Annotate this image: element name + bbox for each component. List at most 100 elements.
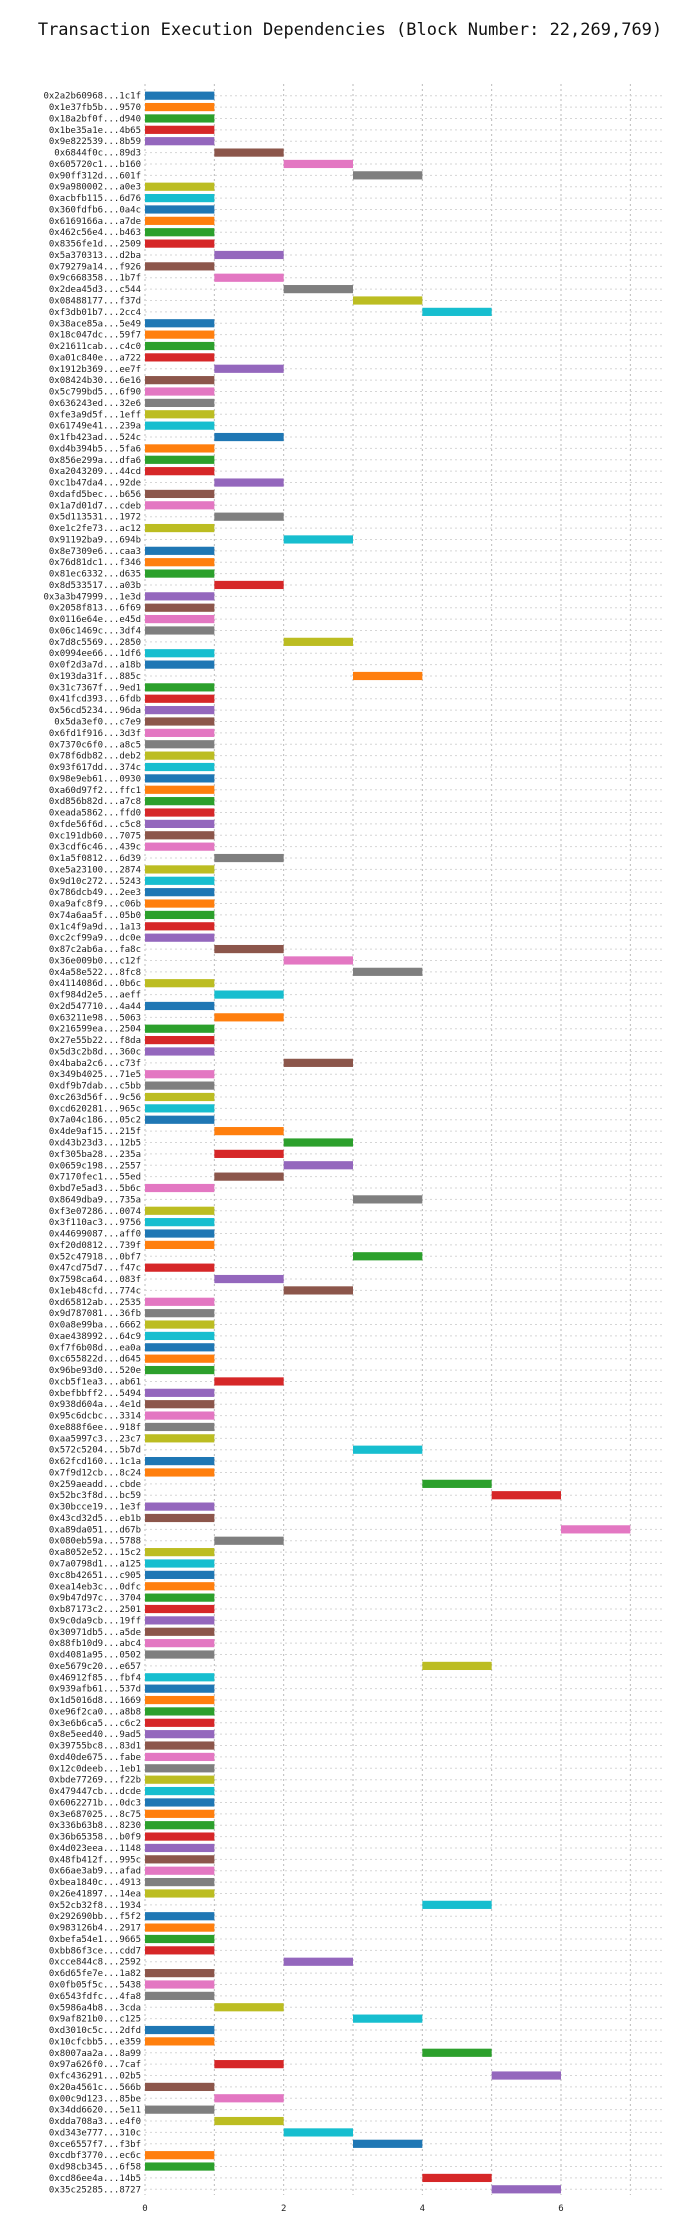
tx-label: 0x3cdf6c46...439c (49, 843, 141, 853)
tx-label: 0x08488177...f37d (49, 297, 141, 307)
tx-bar (145, 1832, 215, 1841)
tx-label: 0xc2cf99a9...dc0e (49, 934, 141, 944)
tx-label: 0xce6557f7...f3bf (49, 2140, 141, 2150)
tx-bar (145, 1388, 215, 1397)
tx-bar (145, 330, 215, 339)
tx-label: 0x5a370313...d2ba (49, 251, 141, 261)
tx-bar (145, 1411, 215, 1420)
tx-bar (145, 1001, 215, 1011)
tx-label: 0x1be35a1e...4b65 (49, 126, 141, 136)
tx-label: 0x52c47918...0bf7 (49, 1252, 141, 1262)
tx-label: 0x7a04c186...05c2 (49, 1116, 141, 1126)
tx-bar (353, 1445, 423, 1454)
tx-bar (214, 1536, 284, 1545)
tx-bar (145, 569, 215, 578)
tx-bar (353, 671, 423, 681)
tx-bar (145, 1775, 215, 1784)
tx-bar (145, 1923, 215, 1932)
tx-label: 0x97a626f0...7caf (49, 2060, 141, 2070)
tx-label: 0xdda708a3...e4f0 (49, 2117, 141, 2127)
tx-bar (145, 2082, 215, 2092)
tx-bar (145, 1946, 215, 1955)
tx-bar (214, 1274, 284, 1284)
tx-label: 0x1912b369...ee7f (49, 365, 141, 375)
tx-label: 0x983126b4...2917 (49, 1924, 141, 1934)
tx-label: 0x0116e64e...e45d (49, 615, 141, 625)
tx-bar (422, 1479, 492, 1488)
tx-label: 0xf20d0812...739f (49, 1241, 141, 1251)
tx-label: 0xc1b47da4...92de (49, 479, 141, 489)
tx-bar (145, 1070, 215, 1079)
tx-label: 0xa01c840e...a722 (49, 353, 141, 363)
tx-bar (145, 1786, 215, 1796)
tx-label: 0xbefa54e1...9665 (49, 1935, 141, 1945)
tx-label: 0x0659c198...2557 (49, 1161, 141, 1171)
tx-label: 0xa9afc8f9...c06b (49, 900, 141, 910)
tx-label: 0x1e37fb5b...9570 (49, 103, 141, 113)
tx-bar (145, 1115, 215, 1124)
tx-label: 0xbb86f3ce...cdd7 (49, 1946, 141, 1956)
tx-label: 0x4baba2c6...c73f (49, 1059, 141, 1069)
tx-bar (145, 1866, 215, 1875)
tx-label: 0x31c7367f...9ed1 (49, 683, 141, 693)
tx-label: 0xe5679c20...e657 (49, 1662, 141, 1672)
tx-bar (145, 2105, 215, 2114)
tx-bar (145, 1821, 215, 1830)
tx-label: 0x7170fec1...55ed (49, 1173, 141, 1183)
x-tick-label: 2 (281, 2204, 286, 2214)
tx-bar (145, 1991, 215, 2000)
tx-bar (491, 2185, 561, 2194)
tx-label: 0xa89da051...d67b (49, 1525, 141, 1535)
tx-label: 0x26e41897...14ea (49, 1889, 141, 1899)
bar-layer (145, 91, 631, 2194)
tx-bar (145, 1559, 215, 1568)
tx-bar (145, 785, 215, 794)
tx-bar (283, 1161, 353, 1170)
tx-bar (145, 774, 215, 783)
tx-bar (145, 523, 215, 533)
tx-bar (145, 1343, 215, 1352)
tx-bar (145, 1092, 215, 1102)
tx-label: 0xeada5862...ffd0 (49, 809, 141, 819)
tx-bar (145, 421, 215, 430)
tx-bar (145, 558, 215, 567)
tx-label: 0x91192ba9...694b (49, 535, 141, 545)
tx-label: 0x52bc3f8d...bc59 (49, 1491, 141, 1501)
tx-label: 0x2d547710...4a44 (49, 1002, 141, 1012)
tx-bar (214, 1377, 284, 1386)
tx-label: 0x47cd75d7...f47c (49, 1264, 141, 1274)
tx-bar (145, 842, 215, 851)
tx-label: 0x572c5204...5b7d (49, 1446, 141, 1456)
tx-bar (145, 910, 215, 920)
tx-bar (145, 319, 215, 328)
tx-bar (145, 1309, 215, 1318)
tx-bar (145, 2037, 215, 2046)
tx-bar (145, 603, 215, 612)
tx-label: 0x6169166a...a7de (49, 217, 141, 227)
tx-label: 0x9c668358...1b7f (49, 274, 141, 284)
tx-bar (145, 1764, 215, 1773)
tx-bar (422, 1900, 492, 1909)
tx-label: 0x41fcd393...6fdb (49, 695, 141, 705)
tx-label: 0xcb5f1ea3...ab61 (49, 1377, 141, 1387)
tx-label: 0x08424b30...6e16 (49, 376, 141, 386)
tx-bar (145, 1616, 215, 1625)
tx-bar (214, 1149, 284, 1158)
tx-bar (145, 1456, 215, 1466)
tx-bar (145, 114, 215, 123)
tx-bar (214, 364, 284, 373)
tx-bar (145, 239, 215, 248)
tx-bar (145, 546, 215, 555)
tx-bar (353, 296, 423, 305)
tx-bar (145, 1240, 215, 1250)
tx-label: 0x90ff312d...601f (49, 171, 141, 181)
tx-bar (145, 398, 215, 408)
tx-bar (145, 1218, 215, 1227)
tx-label: 0xcd86ee4a...14b5 (49, 2174, 141, 2184)
tx-bar (283, 535, 353, 544)
x-tick-label: 6 (558, 2204, 563, 2214)
tx-bar (145, 1718, 215, 1727)
tx-bar (145, 216, 215, 225)
tx-bar (145, 876, 215, 885)
tx-bar (353, 171, 423, 180)
